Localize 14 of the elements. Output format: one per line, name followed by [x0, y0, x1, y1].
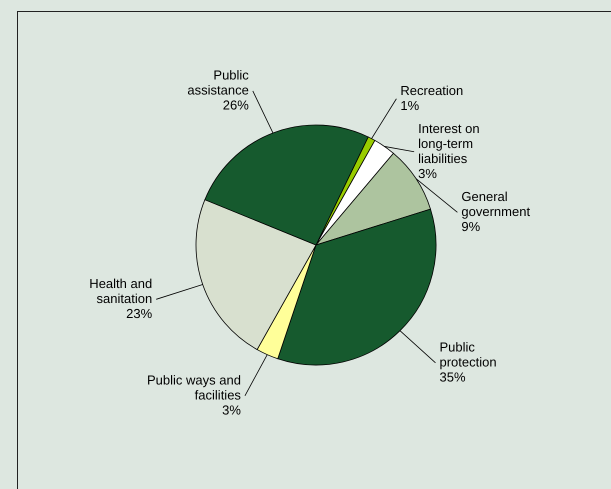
slice-label: Public protection: [439, 339, 497, 370]
slice-label: Interest on long-term liabilities: [418, 120, 480, 166]
data-label: 9%: [461, 218, 481, 234]
data-label: 26%: [222, 97, 250, 112]
data-label: 35%: [439, 369, 466, 384]
slice-label: Public assistance: [187, 67, 250, 98]
slice-label: General government: [461, 188, 530, 219]
slice-label: Public ways and facilities: [146, 372, 242, 402]
slice-label: Health and sanitation: [89, 276, 152, 306]
slice-label: Recreation: [400, 82, 464, 98]
data-label: 3%: [418, 166, 438, 181]
data-label: 1%: [400, 98, 420, 113]
data-label: 23%: [126, 306, 153, 321]
data-label: 3%: [222, 402, 242, 418]
